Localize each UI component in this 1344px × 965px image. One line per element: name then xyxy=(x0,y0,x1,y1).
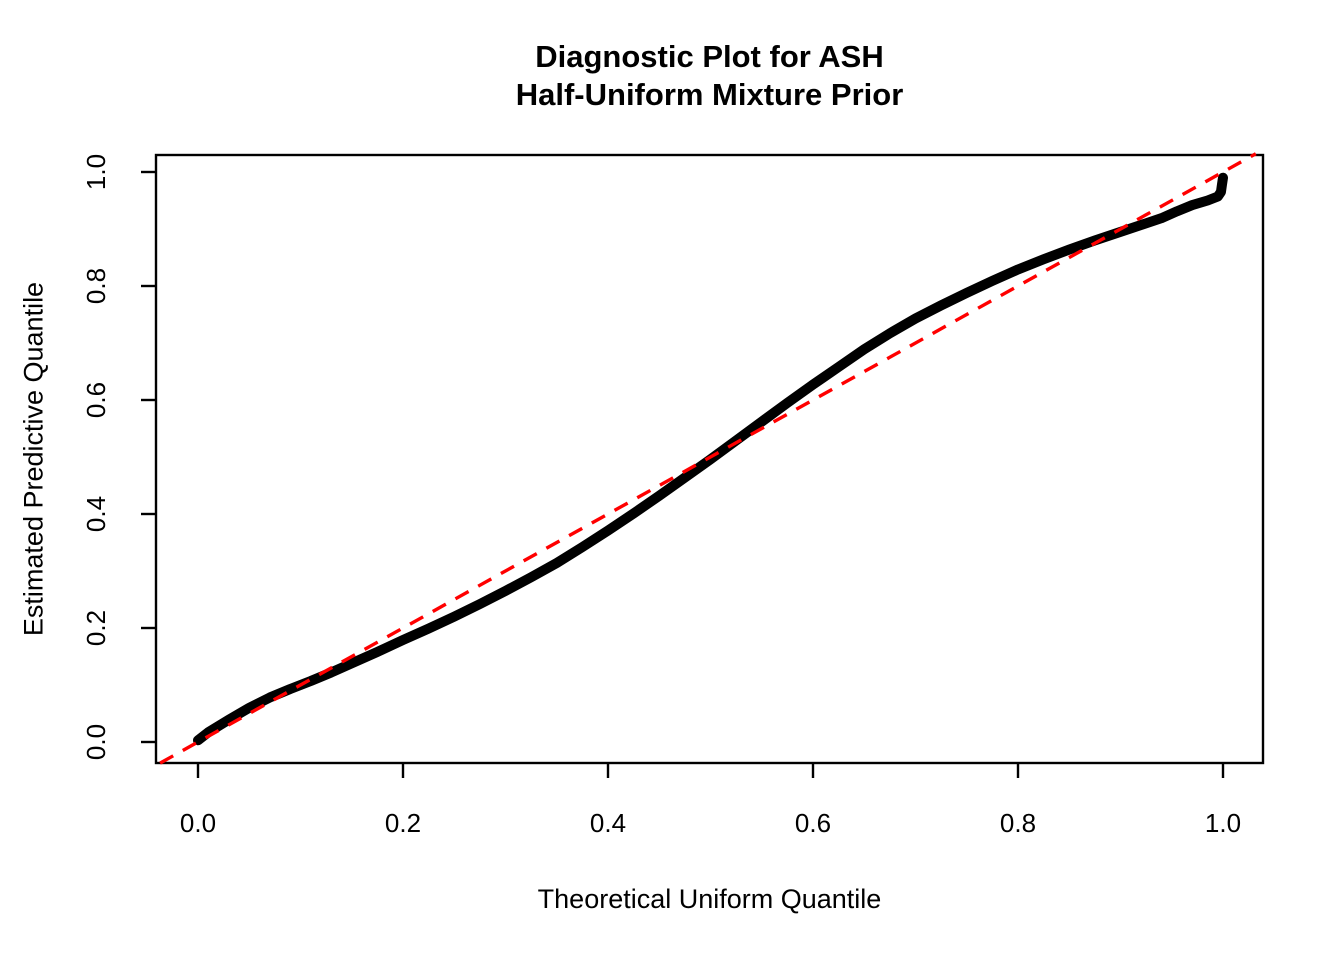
x-tick-label: 0.2 xyxy=(385,808,421,838)
x-tick-label: 0.0 xyxy=(180,808,216,838)
plot-box xyxy=(154,153,1265,765)
reference-diagonal-line xyxy=(159,152,1257,765)
plot-title-line2: Half-Uniform Mixture Prior xyxy=(515,77,904,112)
y-tick-label: 0.8 xyxy=(81,268,111,304)
y-tick-label: 0.2 xyxy=(81,610,111,646)
x-tick-label: 0.6 xyxy=(795,808,831,838)
x-tick-label: 0.4 xyxy=(590,808,626,838)
x-axis-label: Theoretical Uniform Quantile xyxy=(537,884,882,914)
y-tick-label: 0.4 xyxy=(81,496,111,532)
y-tick-label: 0.6 xyxy=(81,382,111,418)
x-tick-label: 1.0 xyxy=(1205,808,1241,838)
y-tick-label: 1.0 xyxy=(81,154,111,190)
qq-curve xyxy=(193,172,1228,746)
y-tick-label: 0.0 xyxy=(81,724,111,760)
y-axis-label: Estimated Predictive Quantile xyxy=(18,281,49,637)
x-tick-label: 0.8 xyxy=(1000,808,1036,838)
plot-title-line1: Diagnostic Plot for ASH xyxy=(535,39,884,74)
plot-title: Diagnostic Plot for ASH Half-Uniform Mix… xyxy=(156,38,1263,114)
